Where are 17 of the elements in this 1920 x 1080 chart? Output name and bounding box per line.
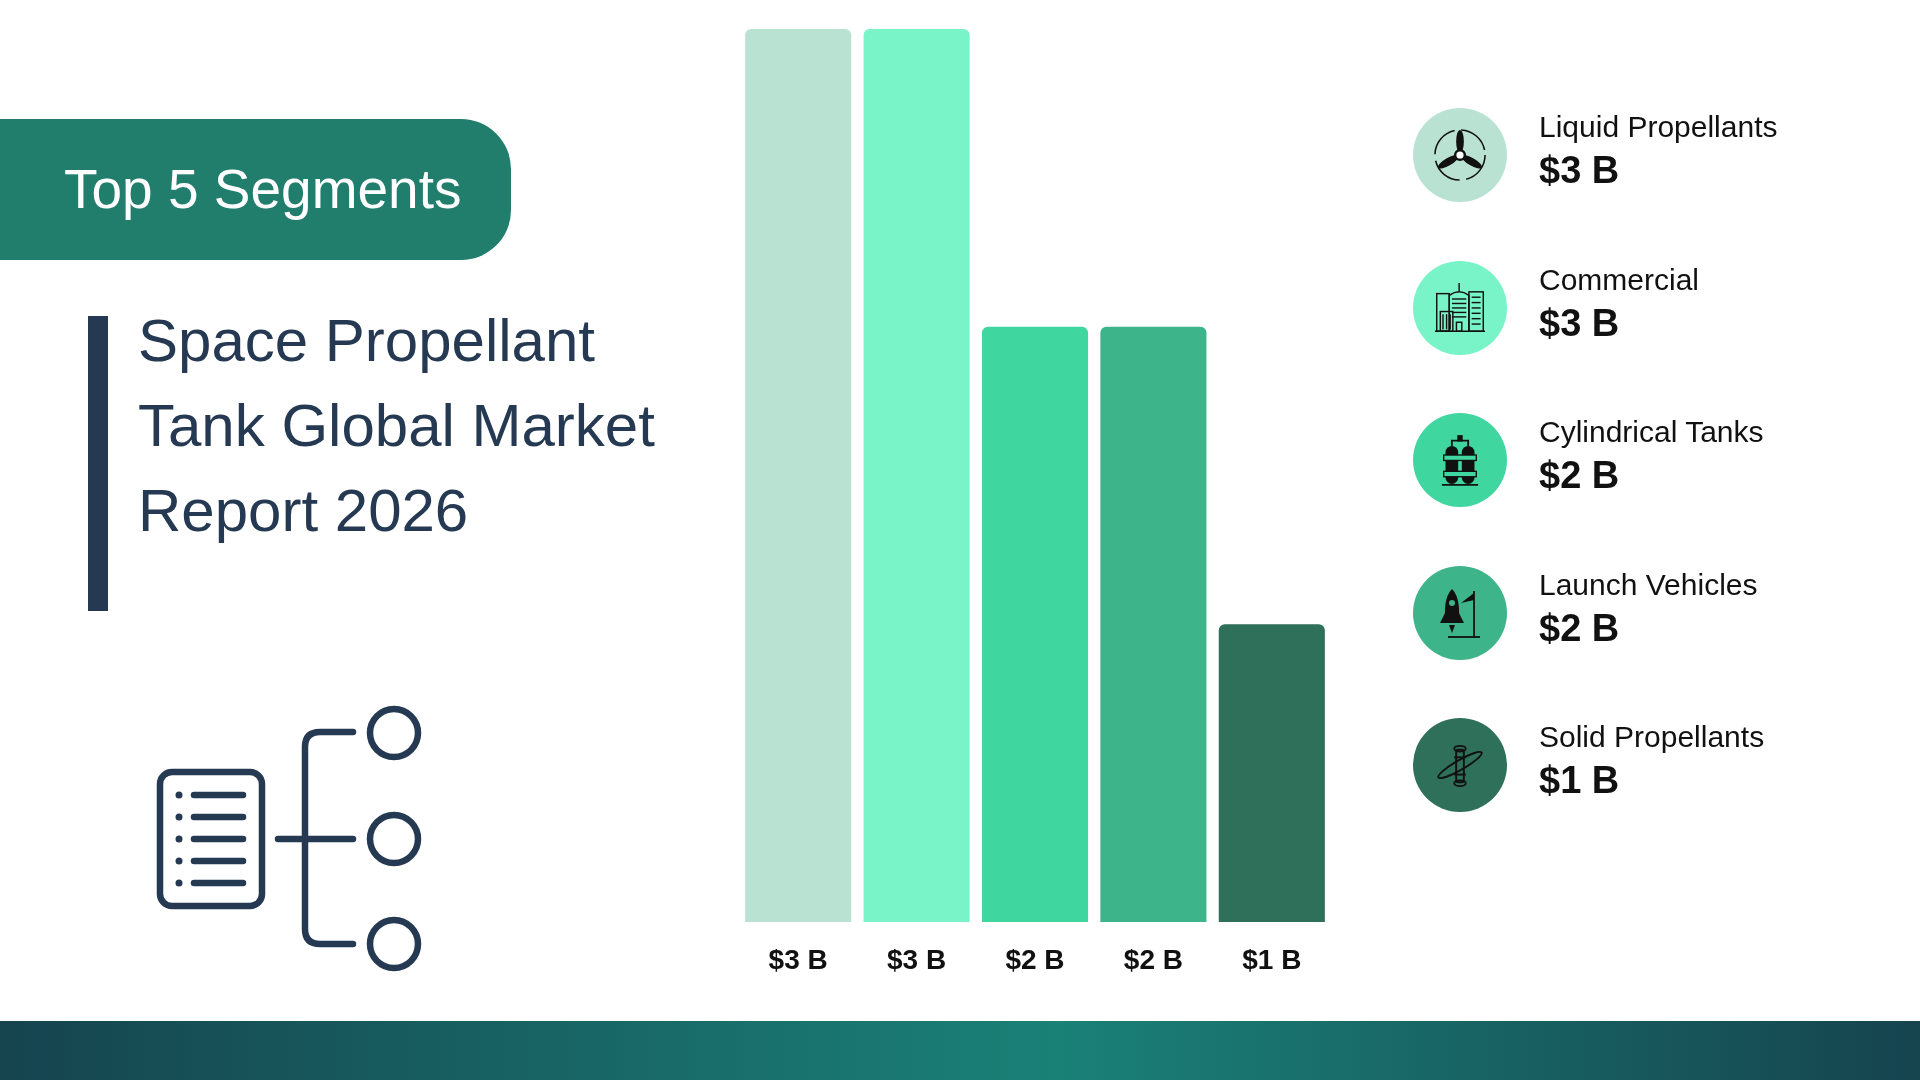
data-label: $2 B <box>1005 943 1065 975</box>
text: $2 B <box>1539 454 1620 496</box>
text: $3 B <box>1539 301 1620 344</box>
data-label: $2 B <box>1123 943 1183 975</box>
text: Liquid Propellants <box>1539 109 1778 145</box>
data-label: $3 B <box>768 943 828 975</box>
text: $2 B <box>1539 606 1620 649</box>
data-label: $3 B <box>887 943 947 975</box>
text: Solid Propellants <box>1539 719 1765 755</box>
text: Commercial <box>1539 261 1700 298</box>
text: Cylindrical Tanks <box>1539 414 1764 450</box>
text: Launch Vehicles <box>1539 566 1758 603</box>
text: $1 B <box>1539 759 1620 801</box>
data-label: $1 B <box>1242 943 1302 975</box>
text: Space Propellant Tank Global Market Report 2026 <box>138 306 656 546</box>
text: Top 5 Segments <box>64 157 462 222</box>
text: $3 B <box>1539 149 1620 191</box>
